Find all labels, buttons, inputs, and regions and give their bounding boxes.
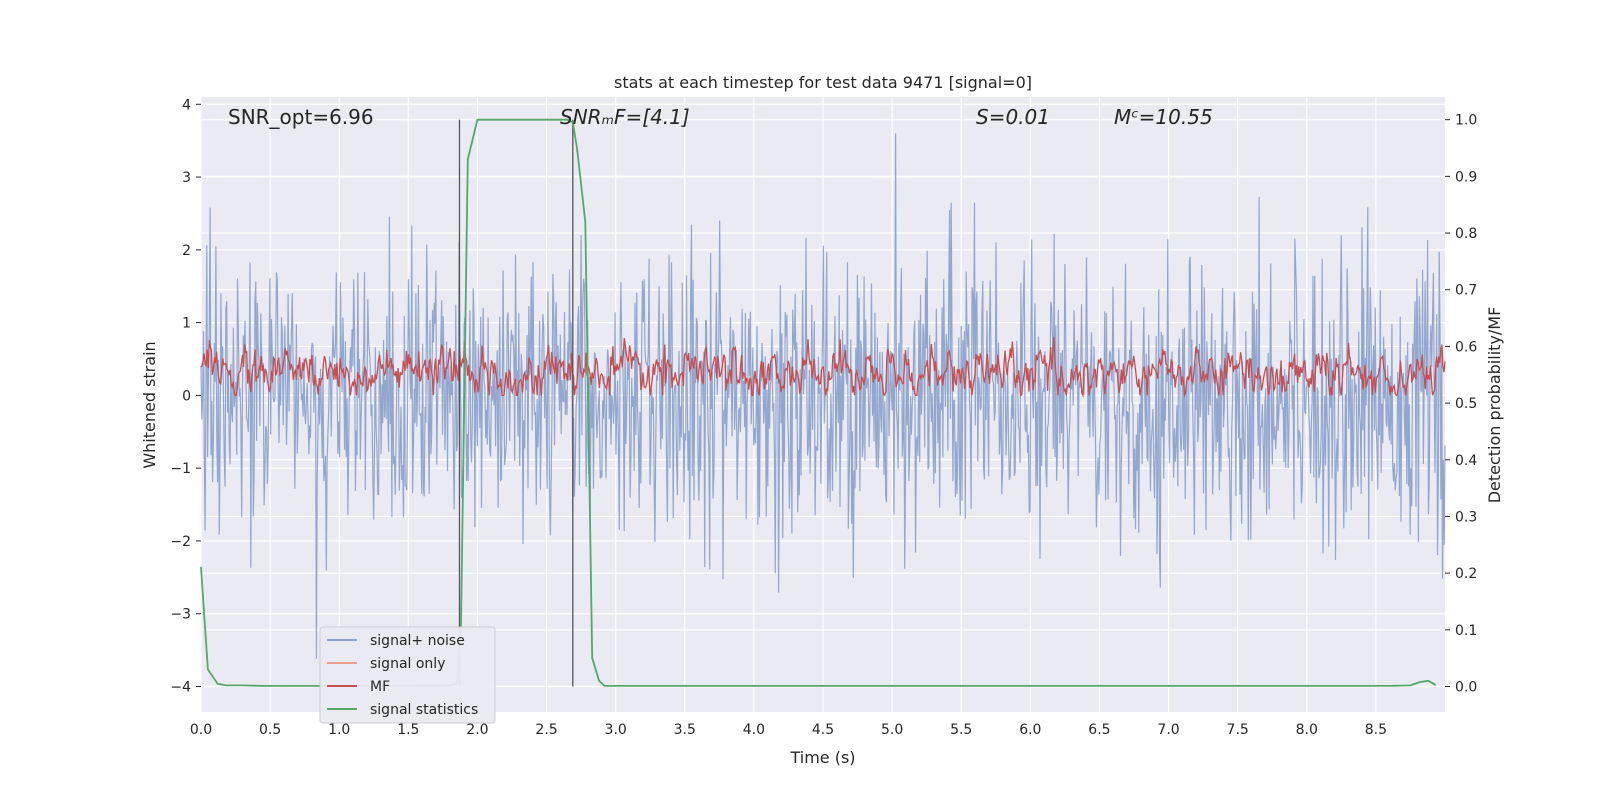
y-right-tick-label: 0.7 [1455, 283, 1477, 299]
series-signal-noise-line [200, 133, 1446, 659]
signal-statistics-point [1167, 685, 1170, 687]
signal-statistics-point [200, 566, 202, 569]
signal-statistics-point [614, 685, 617, 687]
y-right-tick-label: 0.3 [1455, 509, 1477, 525]
x-tick-label: 6.0 [1019, 722, 1041, 738]
y-axis-label: Whitened strain [140, 341, 159, 468]
signal-statistics-point [576, 147, 578, 149]
signal-statistics-point [518, 118, 520, 121]
y-tick-label: −2 [170, 534, 191, 550]
signal-statistics-point [1419, 681, 1421, 683]
y-right-axis-ticks: 1.0 0.9 0.8 0.7 0.6 0.5 0.4 0.3 0.2 0.1 0.0 [1445, 113, 1477, 695]
signal-statistics-point [566, 118, 569, 121]
x-tick-label: 1.5 [397, 722, 419, 738]
legend-label-signal-statistics: signal statistics [370, 702, 478, 718]
y-axis-ticks: 4 3 2 1 0 −1 −2 −3 −4 [170, 97, 201, 696]
y-right-tick-label: 0.4 [1455, 453, 1477, 469]
signal-statistics-point [1409, 684, 1412, 687]
signal-statistics-point [891, 685, 893, 687]
legend-label-mf: MF [370, 679, 390, 695]
signal-statistics-point [241, 684, 244, 687]
signal-statistics-point [262, 685, 265, 687]
x-axis-ticks: 0.0 0.5 1.0 1.5 2.0 2.5 3.0 3.5 4.0 4.5 5.0 5.5 6.0 6… [190, 722, 1387, 738]
signal-statistics-point [545, 118, 548, 121]
x-tick-label: 8.5 [1365, 722, 1387, 738]
signal-statistics-point [225, 684, 227, 687]
x-tick-label: 8.0 [1296, 722, 1318, 738]
legend-label-signal-noise: signal+ noise [370, 633, 465, 649]
y-tick-label: 2 [182, 243, 191, 259]
signal-statistics-point [283, 685, 285, 687]
legend: signal+ noise signal only MF signal stat… [319, 626, 496, 724]
y-right-tick-label: 0.6 [1455, 339, 1477, 355]
signal-statistics-point [1434, 683, 1437, 686]
x-tick-label: 3.0 [605, 722, 627, 738]
y-right-tick-label: 0.2 [1455, 566, 1477, 582]
annotation-snr-mf: SNRₘF=[4.1] [560, 105, 690, 129]
y-tick-label: −4 [170, 680, 191, 696]
y-right-tick-label: 0.0 [1455, 679, 1477, 695]
annotation-snr-opt: SNR_opt=6.96 [228, 105, 374, 129]
signal-statistics-point [584, 220, 587, 223]
signal-statistics-point [572, 121, 574, 124]
signal-statistics-point [591, 657, 593, 659]
series-signal-statistics-line [200, 118, 1436, 687]
x-tick-label: 1.0 [328, 722, 350, 738]
signal-statistics-point [1029, 685, 1032, 687]
signal-statistics-point [216, 682, 219, 685]
y-right-axis-label: Detection probability/MF [1485, 307, 1504, 504]
x-tick-label: 5.5 [950, 722, 972, 738]
x-tick-label: 2.5 [535, 722, 557, 738]
y-tick-label: 4 [182, 97, 191, 113]
y-tick-label: −1 [170, 461, 191, 477]
x-tick-label: 7.0 [1157, 722, 1179, 738]
legend-label-signal-only: signal only [370, 656, 445, 672]
x-tick-label: 4.0 [743, 722, 765, 738]
y-tick-label: 3 [182, 170, 191, 186]
signal-statistics-point [490, 118, 493, 121]
series-mf-line [200, 336, 1446, 398]
legend-box [319, 626, 496, 724]
signal-statistics-point [1427, 680, 1430, 682]
data-layer [200, 133, 1446, 659]
vertical-markers [458, 119, 574, 687]
y-right-tick-label: 1.0 [1455, 113, 1477, 129]
y-right-tick-label: 0.8 [1455, 226, 1477, 242]
x-tick-label: 0.0 [190, 722, 212, 738]
y-right-tick-label: 0.5 [1455, 396, 1477, 412]
x-tick-label: 2.0 [466, 722, 488, 738]
annotation-chirp-mass: Mᶜ=10.55 [1114, 105, 1213, 129]
signal-statistics-point [207, 668, 209, 671]
annotation-spin: S=0.01 [976, 105, 1050, 129]
x-tick-label: 0.5 [259, 722, 281, 738]
signal-statistics-point [753, 685, 755, 687]
x-tick-label: 3.5 [674, 722, 696, 738]
y-tick-label: −3 [170, 607, 191, 623]
y-right-tick-label: 0.9 [1455, 169, 1477, 185]
x-tick-label: 4.5 [812, 722, 834, 738]
signal-statistics-point [603, 685, 606, 687]
y-tick-label: 0 [182, 388, 191, 404]
signal-statistics-point [1388, 685, 1391, 687]
signal-statistics-point [1305, 685, 1308, 687]
x-tick-label: 7.5 [1227, 722, 1249, 738]
signal-statistics-point [476, 118, 479, 121]
y-right-tick-label: 0.1 [1455, 623, 1477, 639]
signal-statistics-point [598, 680, 600, 682]
chart-title: stats at each timestep for test data 947… [614, 73, 1032, 92]
signal-statistics-point [466, 158, 469, 161]
y-tick-label: 1 [182, 316, 191, 332]
x-axis-label: Time (s) [789, 748, 855, 767]
x-tick-label: 6.5 [1088, 722, 1110, 738]
x-tick-label: 5.0 [881, 722, 903, 738]
